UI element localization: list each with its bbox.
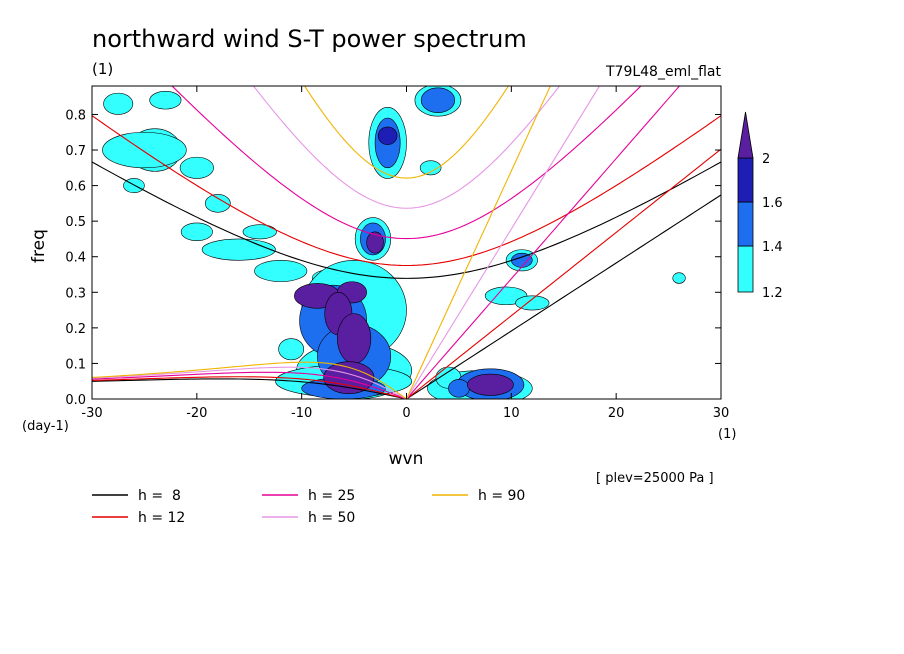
legend-label: h = 50	[308, 510, 355, 526]
y-tick-label: 0.1	[65, 357, 86, 372]
kelvin-curve	[406, 86, 681, 399]
x-tick-label: 20	[608, 406, 625, 421]
legend-label: h = 90	[478, 488, 525, 504]
legend-label: h = 12	[138, 510, 185, 526]
x-tick-label: -10	[291, 406, 312, 421]
colorbar-segment	[737, 157, 754, 203]
inertio-gravity-curve	[252, 86, 561, 209]
power-contour-blob	[102, 131, 187, 169]
colorbar-segment	[737, 201, 754, 247]
power-contour-blob	[149, 91, 182, 110]
power-contour-blob	[420, 87, 456, 113]
y-tick-label: 0.3	[65, 286, 86, 301]
colorbar-label: 2	[762, 152, 770, 167]
inertio-gravity-curve	[92, 115, 721, 267]
power-contour-blob	[377, 126, 398, 145]
kelvin-curve	[406, 194, 721, 399]
colorbar-label: 1.6	[762, 196, 783, 211]
y-tick-label: 0.5	[65, 215, 86, 230]
power-contour-blob	[278, 338, 305, 361]
rossby-curve	[92, 366, 407, 399]
power-contour-blob	[672, 272, 686, 284]
dispersion-curves	[92, 86, 721, 399]
power-contour-blob	[103, 92, 134, 115]
power-contour-blob	[515, 295, 550, 311]
y-tick-label: 0.6	[65, 180, 86, 195]
power-contour-blob	[180, 222, 213, 242]
x-tick-label: 30	[713, 406, 730, 421]
x-tick-label: 0	[402, 406, 410, 421]
y-tick-label: 0.0	[65, 393, 86, 408]
kelvin-curve	[406, 86, 551, 399]
power-contour-blob	[201, 238, 276, 261]
y-tick-label: 0.8	[65, 108, 86, 123]
colorbar-segment	[737, 245, 754, 293]
power-contour-blob	[448, 379, 470, 398]
power-contour-blob	[511, 252, 533, 268]
power-contour-blob	[337, 313, 372, 364]
power-contour-blob	[366, 231, 384, 254]
chart-title: northward wind S-T power spectrum	[92, 25, 527, 53]
axis-ticks: -30 -20 -10 0 10 20 30 0.0 0.1 0.2 0.3 0.4 0.5 0.6 0.7…	[65, 86, 729, 421]
x-tick-label: 10	[503, 406, 520, 421]
kelvin-curve	[406, 148, 721, 399]
rossby-curve	[92, 361, 407, 399]
colorbar: 1.2 1.4 1.6 2	[737, 111, 783, 301]
contour-fill-layer	[102, 86, 686, 399]
subtitle-left: (1)	[92, 60, 113, 78]
rossby-curve	[92, 376, 407, 399]
plev-annotation: [ plev=25000 Pa ]	[596, 471, 714, 486]
kelvin-curve	[406, 86, 601, 399]
subtitle-right: T79L48_eml_flat	[605, 64, 722, 80]
y-axis-unit: (day-1)	[22, 419, 69, 434]
inertio-gravity-curve	[171, 86, 642, 240]
x-axis-label: wvn	[389, 449, 424, 469]
legend-label: h = 25	[308, 488, 355, 504]
inertio-gravity-curve	[92, 161, 721, 279]
x-tick-label: -30	[81, 406, 102, 421]
plot-frame	[91, 85, 722, 400]
x-tick-label: -20	[186, 406, 207, 421]
y-tick-label: 0.4	[65, 251, 86, 266]
legend-label: h = 8	[138, 488, 181, 504]
power-contour-blob	[242, 224, 277, 240]
power-contour-blob	[179, 156, 214, 179]
power-contour-blob	[419, 160, 442, 176]
power-contour-blob	[467, 373, 514, 396]
inertio-gravity-curve	[303, 86, 510, 179]
y-axis-label: freq	[29, 229, 49, 263]
colorbar-label: 1.2	[762, 286, 783, 301]
rossby-curve	[92, 371, 407, 399]
y-tick-label: 0.7	[65, 144, 86, 159]
legend: h = 8 h = 12 h = 25 h = 50 h = 90	[92, 488, 525, 526]
rossby-curve	[92, 378, 407, 399]
x-axis-unit: (1)	[718, 427, 736, 442]
y-tick-label: 0.2	[65, 322, 86, 337]
power-contour-blob	[204, 194, 231, 213]
colorbar-label: 1.4	[762, 240, 783, 255]
power-contour-blob	[254, 259, 308, 282]
colorbar-arrow	[737, 111, 754, 159]
